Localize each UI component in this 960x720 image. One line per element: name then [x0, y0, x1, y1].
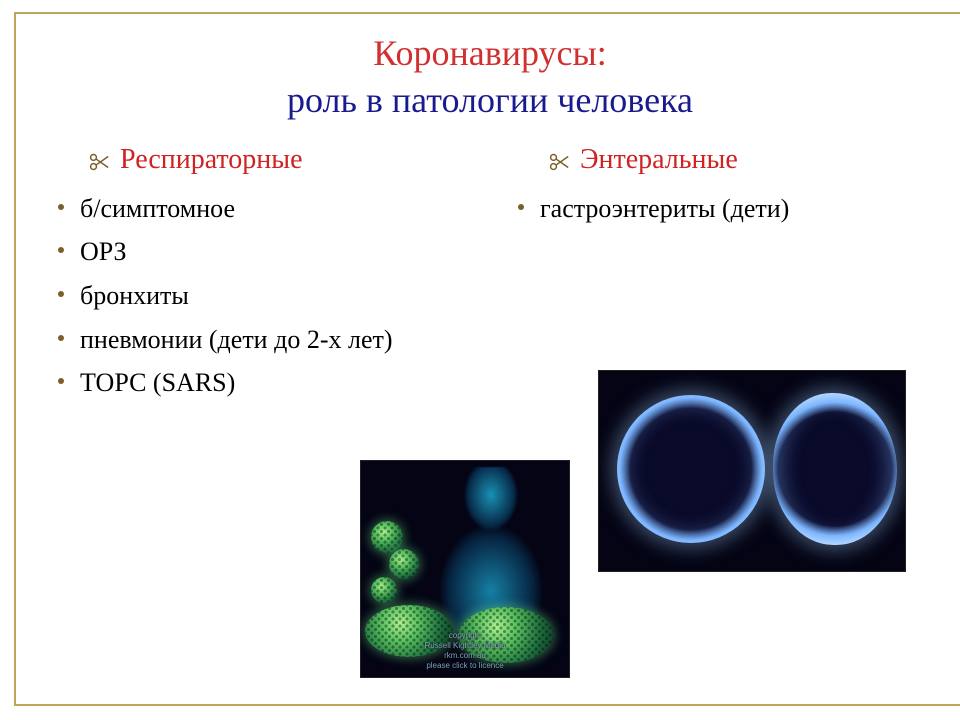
- left-column: Респираторные б/симптомное ОРЗ бронхиты …: [40, 144, 480, 408]
- list-item: бронхиты: [58, 277, 480, 315]
- credit-line: Russell Kightley Media: [361, 641, 569, 651]
- right-subheader: Энтеральные: [500, 144, 940, 176]
- left-bullets: б/симптомное ОРЗ бронхиты пневмонии (дет…: [40, 190, 480, 402]
- list-item: гастроэнтериты (дети): [518, 190, 940, 228]
- frame-border-top: [14, 12, 960, 14]
- columns: Респираторные б/симптомное ОРЗ бронхиты …: [40, 144, 940, 408]
- list-item: пневмонии (дети до 2-х лет): [58, 321, 480, 359]
- right-subheader-text: Энтеральные: [580, 144, 738, 176]
- image-body-viruses: copyright Russell Kightley Media rkm.com…: [360, 460, 570, 678]
- ring-left: [617, 395, 765, 543]
- bullet-text: гастроэнтериты (дети): [540, 194, 789, 223]
- credit-line: copyright: [361, 631, 569, 641]
- left-subheader-text: Респираторные: [120, 144, 303, 176]
- bullet-text: ТОРС (SARS): [80, 368, 235, 397]
- list-item: ОРЗ: [58, 233, 480, 271]
- credit-line: please click to licence: [361, 661, 569, 671]
- image-rings: [598, 370, 906, 572]
- image-credit: copyright Russell Kightley Media rkm.com…: [361, 631, 569, 671]
- bullet-text: пневмонии (дети до 2-х лет): [80, 325, 393, 354]
- right-column: Энтеральные гастроэнтериты (дети): [500, 144, 940, 408]
- credit-line: rkm.com.au: [361, 651, 569, 661]
- scissors-icon: [548, 149, 570, 171]
- right-bullets: гастроэнтериты (дети): [500, 190, 940, 228]
- title-line-2: роль в патологии человека: [40, 77, 940, 124]
- title-line-1: Коронавирусы:: [40, 30, 940, 77]
- virus-particle: [389, 549, 419, 579]
- bullet-text: ОРЗ: [80, 237, 127, 266]
- bullet-text: б/симптомное: [80, 194, 235, 223]
- left-subheader: Респираторные: [40, 144, 480, 176]
- slide-title: Коронавирусы: роль в патологии человека: [40, 30, 940, 124]
- frame-border-left: [14, 12, 16, 706]
- ring-right: [773, 393, 897, 545]
- virus-particle: [371, 521, 403, 553]
- scissors-icon: [88, 149, 110, 171]
- list-item: б/симптомное: [58, 190, 480, 228]
- bullet-text: бронхиты: [80, 281, 189, 310]
- frame-border-bottom: [14, 704, 960, 706]
- virus-particle: [371, 577, 397, 603]
- list-item: ТОРС (SARS): [58, 364, 480, 402]
